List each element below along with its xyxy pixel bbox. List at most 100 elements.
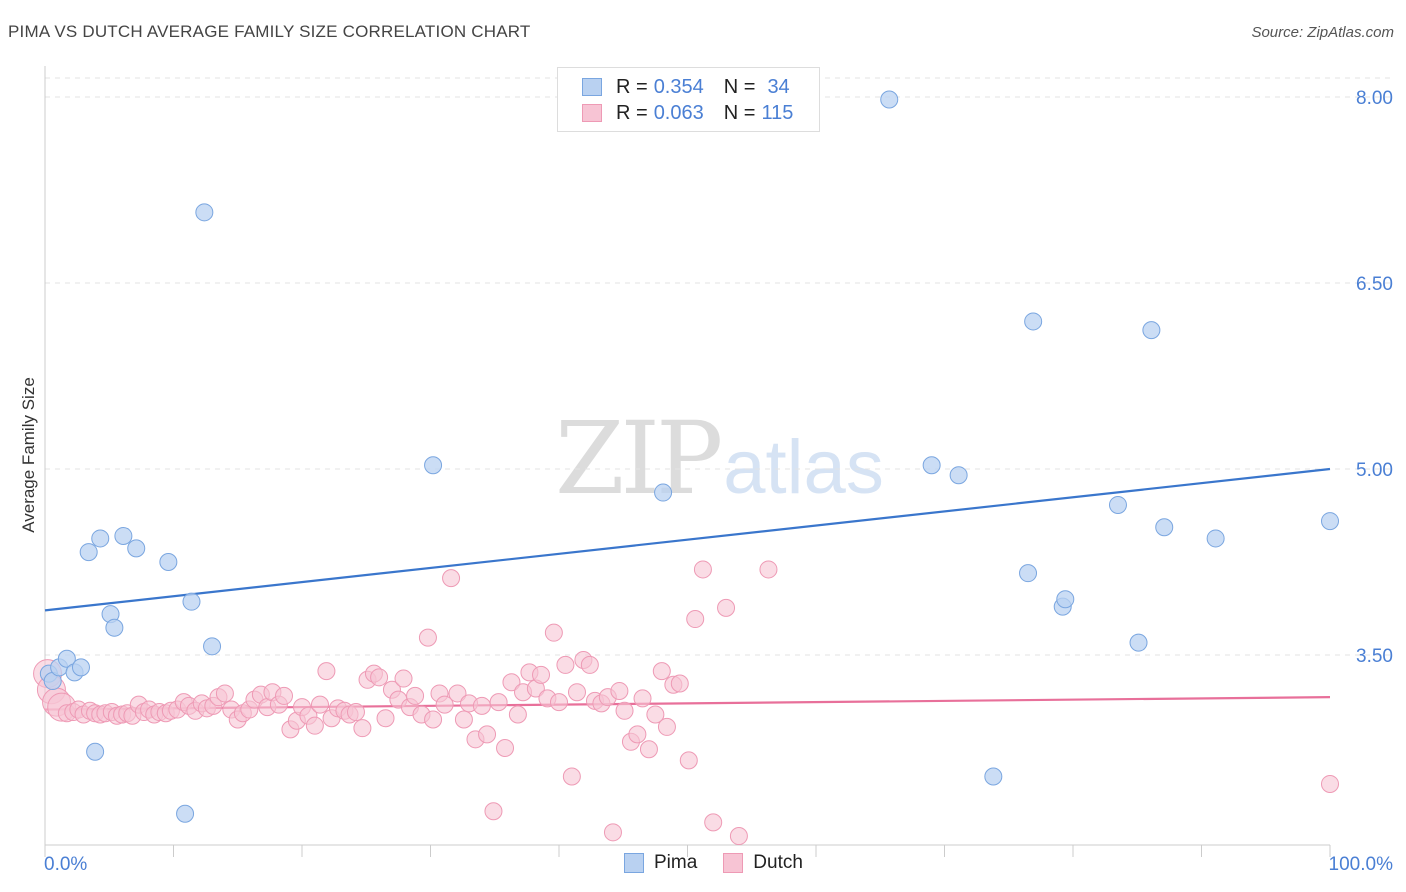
dutch-point: [418, 628, 437, 647]
legend-item-dutch[interactable]: Dutch: [723, 852, 803, 874]
dutch-point: [686, 610, 705, 629]
pima-n-value: 34: [767, 75, 790, 98]
pima-legend-label: Pima: [654, 852, 698, 873]
pima-point: [949, 466, 968, 485]
pima-point: [105, 618, 124, 637]
pima-point: [1024, 312, 1043, 331]
dutch-point: [496, 739, 515, 757]
pima-r-value: 0.354: [653, 75, 704, 98]
y-tick-label: 6.50: [1356, 274, 1393, 295]
x-tick-label-max: 100.0%: [1329, 854, 1394, 875]
dutch-point: [424, 710, 443, 729]
dutch-point: [567, 683, 586, 702]
dutch-point: [305, 716, 324, 735]
pima-legend-swatch: [624, 853, 644, 873]
dutch-point: [275, 686, 294, 705]
pima-point: [1321, 512, 1339, 531]
dutch-point: [394, 669, 413, 688]
dutch-point: [580, 655, 599, 674]
dutch-point: [704, 813, 723, 832]
dutch-point: [759, 560, 778, 579]
dutch-points: [33, 560, 1339, 846]
dutch-point: [484, 802, 503, 821]
dutch-point: [353, 719, 372, 738]
pima-point: [57, 649, 76, 668]
y-axis-label: Average Family Size: [19, 377, 38, 533]
dutch-point: [317, 662, 336, 681]
dutch-point: [657, 717, 676, 736]
dutch-point: [370, 668, 389, 687]
pima-swatch: [582, 78, 602, 96]
x-tick-labels: 0.0% 100.0%: [44, 854, 1393, 875]
dutch-point: [633, 689, 652, 708]
pima-point: [654, 483, 673, 502]
dutch-point: [610, 681, 629, 700]
pima-point: [182, 592, 201, 611]
pima-point: [127, 539, 146, 558]
pima-point: [1155, 518, 1174, 537]
pima-point: [79, 543, 98, 562]
dutch-point: [679, 751, 698, 770]
dutch-point: [435, 695, 454, 714]
pima-r-label: R =: [616, 75, 648, 98]
pima-points: [39, 90, 1339, 823]
dutch-point: [717, 598, 736, 617]
dutch-point: [215, 684, 234, 703]
dutch-point: [639, 740, 658, 759]
series-legend: Pima Dutch: [624, 852, 829, 874]
correlation-legend: R = 0.354 N = 34 R = 0.063 N = 115: [557, 67, 820, 132]
pima-point: [176, 804, 195, 823]
dutch-point: [615, 701, 634, 720]
dutch-point: [544, 623, 563, 642]
trend-lines: [44, 467, 1331, 711]
dutch-point: [562, 767, 581, 786]
dutch-point: [652, 662, 671, 681]
dutch-point: [532, 665, 551, 684]
pima-point: [159, 553, 178, 571]
pima-point: [195, 203, 214, 222]
dutch-point: [550, 693, 568, 712]
chart-source: Source: ZipAtlas.com: [1251, 24, 1394, 41]
pima-trend-line: [44, 467, 1331, 612]
pima-point: [984, 767, 1003, 786]
pima-point: [1129, 633, 1148, 652]
dutch-legend-label: Dutch: [753, 852, 803, 873]
dutch-point: [346, 703, 365, 722]
chart-title: PIMA VS DUTCH AVERAGE FAMILY SIZE CORREL…: [8, 22, 531, 41]
y-tick-label: 5.00: [1356, 460, 1393, 481]
legend-row-pima: R = 0.354 N = 34: [582, 75, 790, 99]
pima-point: [922, 456, 941, 475]
legend-item-pima[interactable]: Pima: [624, 852, 697, 874]
dutch-point: [502, 673, 521, 692]
pima-point: [114, 526, 133, 545]
dutch-point: [603, 823, 622, 842]
dutch-point: [376, 709, 395, 728]
pima-point: [1206, 529, 1225, 548]
dutch-r-label: R =: [616, 101, 648, 124]
dutch-point: [628, 725, 647, 744]
dutch-n-label: N =: [723, 101, 756, 124]
dutch-point: [406, 686, 425, 705]
pima-point: [1056, 590, 1075, 609]
gridlines: [45, 77, 1395, 656]
pima-point: [203, 637, 222, 656]
dutch-point: [1321, 774, 1339, 793]
dutch-swatch: [582, 104, 602, 122]
pima-point: [1019, 564, 1038, 583]
dutch-point: [478, 725, 497, 744]
pima-point: [424, 456, 443, 475]
dutch-point: [693, 560, 712, 579]
dutch-legend-swatch: [723, 853, 744, 873]
dutch-point: [508, 705, 527, 724]
dutch-point: [448, 684, 467, 703]
pima-n-label: N =: [723, 75, 756, 98]
dutch-point: [454, 710, 473, 729]
dutch-point: [670, 674, 689, 693]
dutch-point: [556, 655, 575, 674]
dutch-point: [442, 569, 461, 588]
dutch-point: [489, 693, 508, 712]
pima-point: [86, 742, 105, 761]
dutch-r-value: 0.063: [653, 101, 704, 124]
dutch-point: [729, 827, 748, 846]
